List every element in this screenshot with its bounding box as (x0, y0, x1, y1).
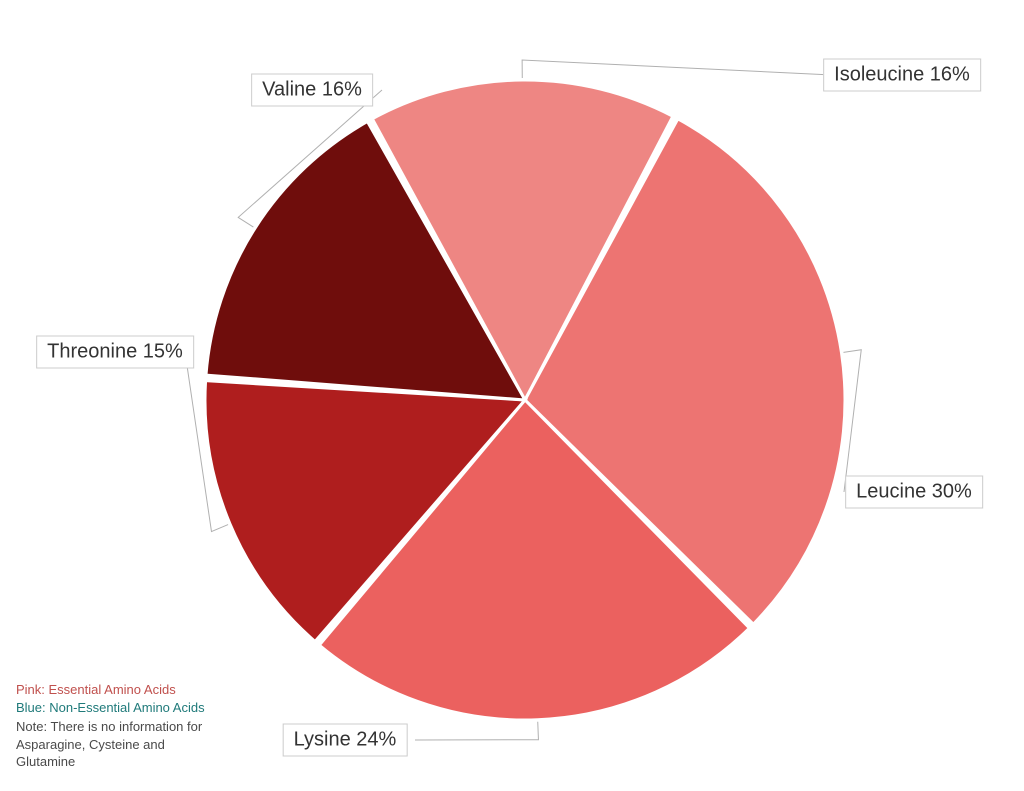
legend-nonessential: Blue: Non-Essential Amino Acids (16, 699, 226, 717)
slice-label-isoleucine: Isoleucine 16% (823, 59, 981, 92)
leader-line (522, 60, 832, 78)
slice-label-lysine: Lysine 24% (283, 724, 408, 757)
legend-box: Pink: Essential Amino Acids Blue: Non-Es… (16, 681, 226, 771)
leader-line (843, 350, 861, 492)
slice-label-threonine: Threonine 15% (36, 336, 194, 369)
slice-label-leucine: Leucine 30% (845, 476, 983, 509)
leader-line (415, 722, 538, 740)
legend-essential: Pink: Essential Amino Acids (16, 681, 226, 699)
pie-chart-container: Isoleucine 16% Leucine 30% Lysine 24% Threo… (0, 0, 1024, 791)
legend-note: Note: There is no information for Aspara… (16, 718, 226, 771)
slice-label-valine: Valine 16% (251, 74, 373, 107)
pie-chart-svg (0, 0, 1024, 791)
